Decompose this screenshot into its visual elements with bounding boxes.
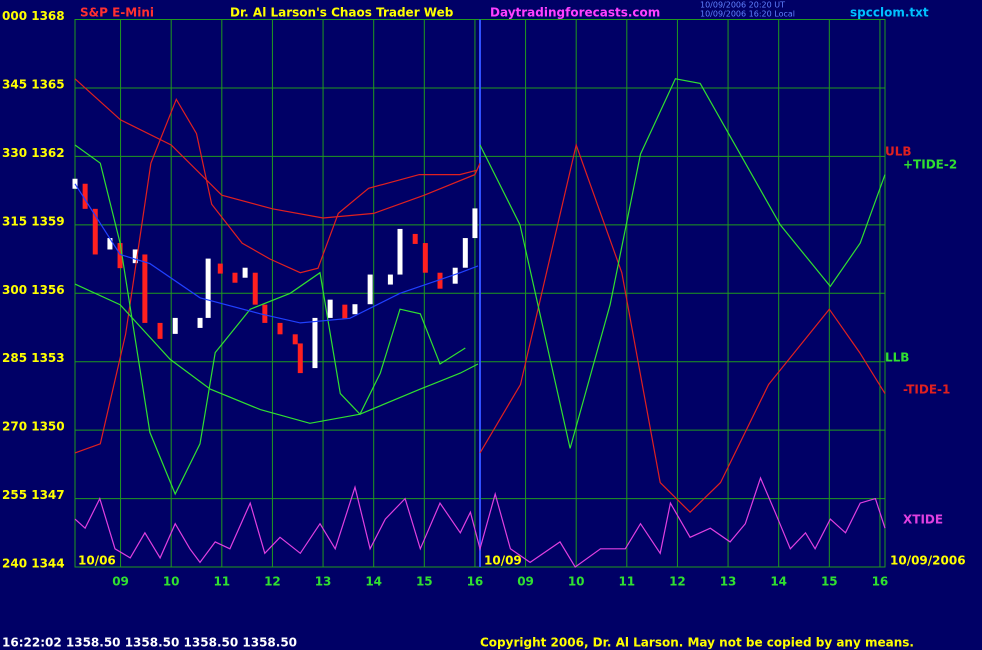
price-bar (197, 317, 203, 328)
price-bar (217, 263, 223, 274)
x-tick-label: 09 (112, 575, 129, 589)
y-tick-label: 270 1350 (2, 420, 65, 434)
price-bar (472, 208, 478, 239)
timestamp: 10/09/2006 16:20 Local (700, 10, 795, 19)
series-line (74, 283, 479, 424)
price-bar (342, 304, 348, 319)
price-bar (412, 233, 418, 244)
price-bar (312, 317, 318, 369)
price-bar (232, 272, 238, 283)
price-bar (92, 208, 98, 255)
price-bar (117, 243, 123, 269)
y-tick-label: 255 1347 (2, 488, 65, 502)
legend-label: +TIDE-2 (903, 158, 957, 172)
price-bar (327, 299, 333, 318)
price-bar (277, 322, 283, 335)
price-bar (397, 228, 403, 275)
price-bar (82, 183, 88, 209)
timestamp: 10/09/2006 20:20 UT (700, 1, 785, 10)
legend-label: ULB (885, 145, 912, 159)
date-label: 10/09/2006 (890, 554, 966, 568)
y-tick-label: 330 1362 (2, 146, 65, 160)
price-bar (352, 304, 358, 315)
price-bar (452, 267, 458, 284)
price-bar (297, 343, 303, 374)
series-line (74, 183, 479, 324)
x-tick-label: 11 (213, 575, 230, 589)
x-tick-label: 12 (669, 575, 686, 589)
x-tick-label: 10 (568, 575, 585, 589)
x-tick-label: 13 (720, 575, 737, 589)
y-tick-label: 285 1353 (2, 351, 65, 365)
x-tick-label: 10 (163, 575, 180, 589)
y-tick-label: 300 1356 (2, 283, 65, 297)
price-bar (72, 178, 78, 189)
price-bar (107, 238, 113, 250)
price-bar (205, 258, 211, 318)
price-bar (262, 304, 268, 323)
price-bar (292, 334, 298, 345)
legend-label: -TIDE-1 (903, 383, 950, 397)
date-label: 10/06 (78, 554, 116, 568)
copyright: Copyright 2006, Dr. Al Larson. May not b… (480, 636, 914, 650)
chart-title: S&P E-Mini (80, 6, 154, 20)
price-bar (132, 249, 138, 264)
file-name: spcclom.txt (850, 6, 929, 20)
plot-area: 000 1368 345 1365 330 1362 315 1359 300 1356… (2, 9, 957, 589)
x-tick-label: 14 (365, 575, 382, 589)
series-line (74, 476, 886, 568)
price-bar (422, 243, 428, 273)
website: Daytradingforecasts.com (490, 6, 660, 20)
chart-subtitle: Dr. Al Larson's Chaos Trader Web (230, 6, 454, 20)
price-bar (242, 267, 248, 278)
y-tick-label: 315 1359 (2, 214, 65, 228)
price-bar (437, 272, 443, 289)
status-line: 16:22:02 1358.50 1358.50 1358.50 1358.50 (2, 636, 297, 650)
y-tick-label: 240 1344 (2, 557, 65, 571)
series-line (74, 97, 886, 514)
x-tick-label: 13 (315, 575, 332, 589)
x-tick-label: 15 (416, 575, 433, 589)
y-tick-label: 345 1365 (2, 77, 65, 91)
x-tick-label: 16 (467, 575, 484, 589)
legend-label: XTIDE (903, 513, 943, 527)
x-tick-label: 15 (821, 575, 838, 589)
price-bar (172, 317, 178, 334)
price-bar (252, 272, 258, 305)
x-tick-label: 16 (872, 575, 889, 589)
x-tick-label: 14 (770, 575, 787, 589)
series-line (74, 78, 886, 496)
y-tick-label: 000 1368 (2, 9, 65, 23)
x-tick-label: 11 (618, 575, 635, 589)
x-tick-label: 09 (517, 575, 534, 589)
series-line (74, 78, 481, 219)
price-bar (462, 238, 468, 268)
x-tick-label: 12 (264, 575, 281, 589)
date-label: 10/09 (484, 554, 522, 568)
price-bar (142, 254, 148, 323)
price-bar (387, 274, 393, 285)
price-bar (157, 322, 163, 339)
price-bar (367, 274, 373, 305)
legend-label: LLB (885, 351, 909, 365)
